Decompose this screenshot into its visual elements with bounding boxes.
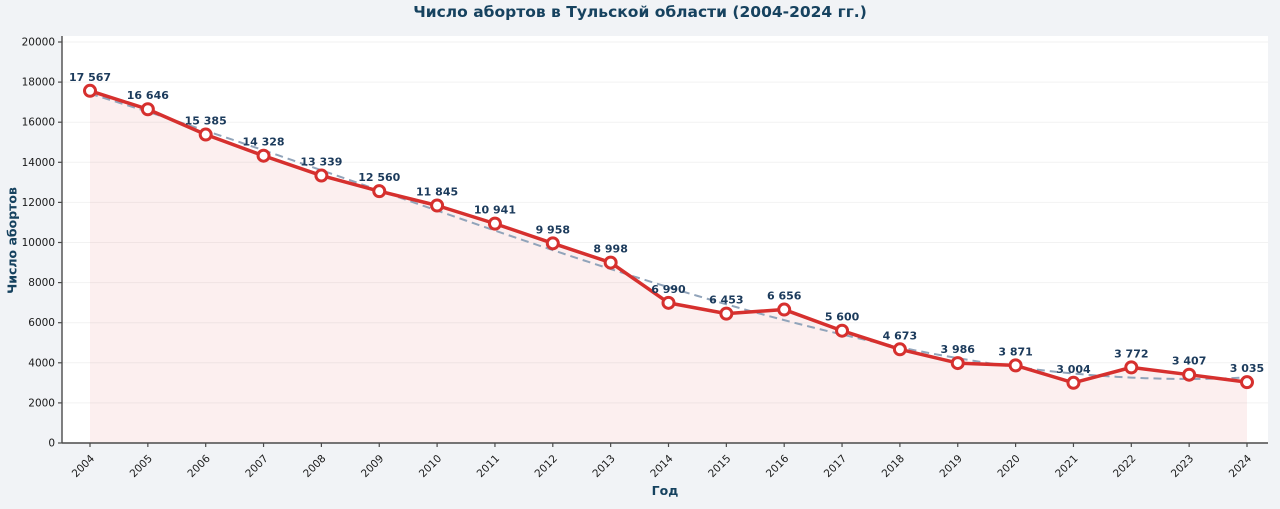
data-point-marker [1240, 375, 1254, 390]
x-tick-label: 2013 [590, 453, 617, 480]
data-point-marker [719, 306, 734, 321]
x-tick-label: 2010 [417, 453, 444, 480]
x-tick-label: 2017 [822, 453, 849, 480]
trend-line [89, 92, 1248, 380]
x-tick-label: 2022 [1111, 453, 1138, 480]
data-point-label: 3 986 [941, 343, 976, 356]
data-point-label: 5 600 [825, 311, 860, 324]
y-tick-label: 18000 [22, 77, 55, 89]
data-point-label: 6 990 [651, 283, 686, 296]
x-tick-label: 2006 [185, 452, 213, 480]
data-point-label: 11 845 [416, 186, 458, 199]
x-tick-label: 2012 [533, 453, 560, 480]
data-point-marker [661, 295, 676, 310]
x-tick-label: 2019 [937, 453, 964, 480]
data-point-label: 14 328 [242, 136, 284, 149]
data-point-label: 6 656 [767, 290, 802, 303]
x-tick-label: 2005 [128, 453, 155, 480]
data-point-label: 3 035 [1230, 362, 1264, 375]
data-point-marker [1066, 375, 1081, 390]
data-point-marker [140, 102, 155, 117]
data-point-marker [603, 255, 618, 270]
x-tick-label: 2011 [475, 453, 502, 480]
data-point-label: 15 385 [185, 115, 227, 128]
data-point-marker [1008, 358, 1023, 373]
data-point-marker [545, 236, 560, 251]
x-axis-label: Год [651, 483, 679, 498]
data-point-label: 3 871 [998, 345, 1032, 358]
data-point-label: 6 453 [709, 294, 743, 307]
x-tick-label: 2016 [764, 452, 792, 480]
x-tick-label: 2023 [1169, 453, 1196, 480]
data-point-marker [1124, 360, 1139, 375]
x-tick-label: 2020 [995, 453, 1022, 480]
data-point-marker [892, 342, 907, 357]
data-point-marker [83, 83, 97, 98]
x-tick-label: 2004 [70, 452, 98, 480]
data-point-marker [777, 302, 792, 317]
x-tick-label: 2009 [359, 453, 386, 480]
y-tick-label: 12000 [22, 197, 55, 209]
y-tick-label: 14000 [22, 157, 55, 169]
data-point-label: 3 004 [1056, 363, 1091, 376]
y-tick-label: 10000 [22, 237, 55, 249]
data-point-label: 4 673 [883, 329, 917, 342]
data-point-label: 3 772 [1114, 347, 1148, 360]
plot-background [62, 36, 1268, 443]
data-point-marker [835, 323, 850, 338]
x-tick-label: 2021 [1053, 453, 1080, 480]
data-point-marker [198, 127, 213, 142]
data-point-label: 3 407 [1172, 355, 1206, 368]
x-tick-label: 2018 [880, 453, 907, 480]
data-point-marker [950, 356, 965, 371]
y-tick-label: 4000 [28, 357, 55, 369]
chart-title: Число абортов в Тульской области (2004-2… [413, 3, 867, 21]
data-point-label: 8 998 [593, 243, 627, 256]
y-tick-label: 2000 [28, 397, 55, 409]
data-point-marker [1182, 367, 1197, 382]
data-point-marker [256, 148, 271, 163]
data-point-label: 13 339 [300, 156, 342, 169]
x-tick-label: 2008 [301, 453, 328, 480]
data-point-marker [430, 198, 445, 213]
y-tick-label: 6000 [28, 317, 55, 329]
data-point-label: 10 941 [474, 204, 516, 217]
data-point-label: 9 958 [536, 223, 570, 236]
data-point-label: 17 567 [69, 71, 111, 84]
data-point-label: 16 646 [127, 89, 169, 102]
x-tick-label: 2007 [243, 453, 270, 480]
data-point-marker [314, 168, 329, 183]
x-tick-label: 2015 [706, 453, 733, 480]
y-tick-label: 0 [48, 438, 55, 450]
data-point-marker [372, 184, 387, 199]
y-tick-label: 16000 [22, 117, 55, 129]
data-point-label: 12 560 [358, 171, 400, 184]
x-tick-label: 2024 [1227, 452, 1255, 480]
data-point-marker [487, 216, 502, 231]
x-tick-label: 2014 [648, 452, 676, 480]
area-fill [90, 90, 1247, 443]
y-tick-label: 8000 [28, 277, 55, 289]
y-tick-label: 20000 [22, 37, 55, 49]
